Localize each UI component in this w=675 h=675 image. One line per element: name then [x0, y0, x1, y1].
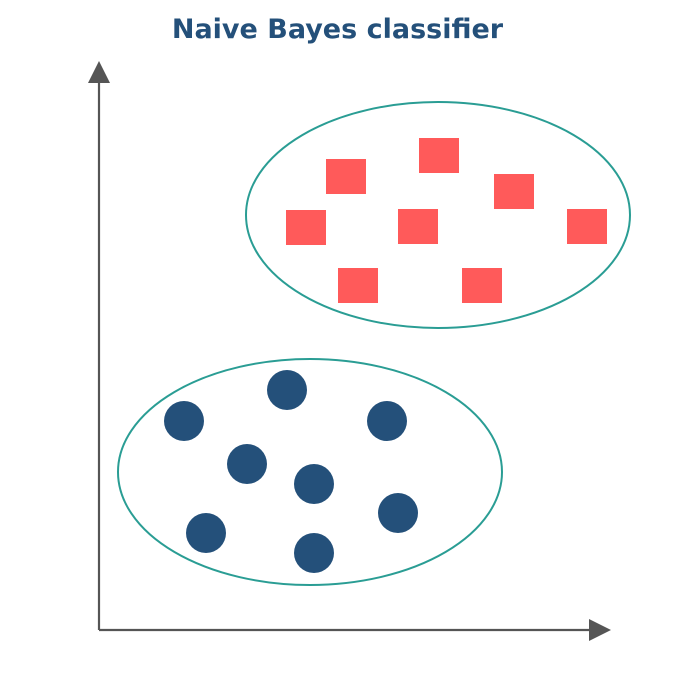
circle-cluster	[117, 358, 503, 586]
circle-point	[367, 401, 407, 441]
square-point	[462, 268, 502, 303]
circle-point	[164, 401, 204, 441]
circle-point	[227, 444, 267, 484]
square-point	[398, 209, 438, 244]
square-point	[326, 159, 366, 194]
square-cluster	[245, 101, 631, 329]
diagram-title: Naive Bayes classifier	[171, 14, 504, 45]
square-point	[567, 209, 607, 244]
square-point	[419, 138, 459, 173]
circle-point	[267, 370, 307, 410]
circle-point	[294, 533, 334, 573]
circle-point	[294, 464, 334, 504]
circle-point	[186, 513, 226, 553]
square-point	[494, 174, 534, 209]
circle-point	[378, 493, 418, 533]
square-point	[338, 268, 378, 303]
square-cluster-outline	[245, 101, 631, 329]
square-point	[286, 210, 326, 245]
circle-cluster-outline	[117, 358, 503, 586]
